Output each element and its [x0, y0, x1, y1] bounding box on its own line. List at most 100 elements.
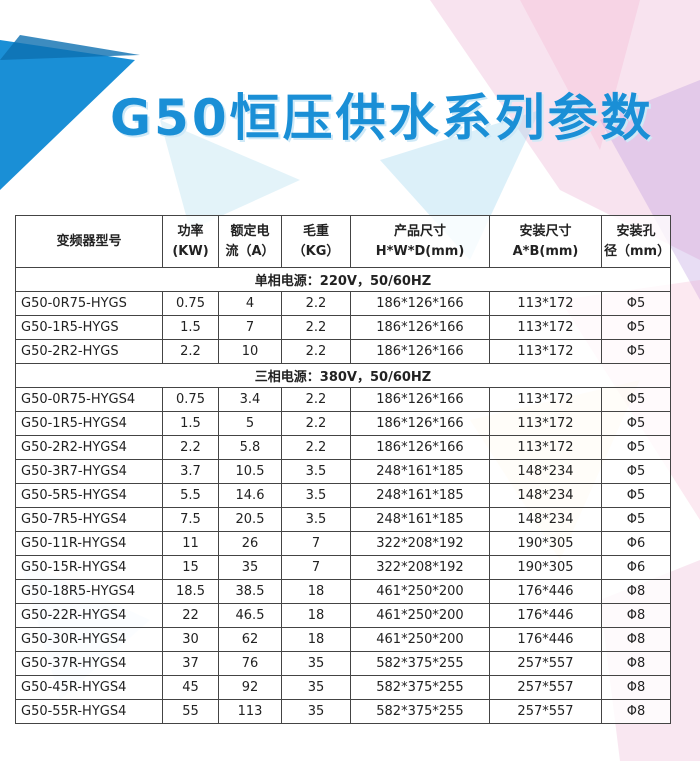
data-cell: 37: [162, 651, 219, 676]
data-cell: 2.2: [162, 339, 219, 364]
model-cell: G50-2R2-HYGS: [15, 339, 163, 364]
decor: [430, 0, 700, 260]
data-cell: 2.2: [281, 387, 351, 412]
data-cell: 186*126*166: [350, 339, 490, 364]
data-cell: 186*126*166: [350, 291, 490, 316]
data-cell: 113*172: [489, 411, 602, 436]
data-cell: 176*446: [489, 579, 602, 604]
data-cell: Φ5: [601, 315, 671, 340]
data-cell: 1.5: [162, 411, 219, 436]
section-title: 单相电源：220V，50/60HZ: [15, 267, 671, 292]
data-row: G50-5R5-HYGS4 5.5 14.6 3.5 248*161*185 148*23…: [15, 483, 671, 508]
header-cell: 毛重 （KG）: [281, 215, 351, 268]
data-cell: 15: [162, 555, 219, 580]
data-cell: 322*208*192: [350, 555, 490, 580]
data-row: G50-18R5-HYGS4 18.5 38.5 18 461*250*200 176*4…: [15, 579, 671, 604]
data-cell: 4: [218, 291, 282, 316]
spec-table: 变频器型号 功率 (KW) 额定电 流（A） 毛重 （KG） 产品尺寸 H*W*D(mm) 安装尺…: [15, 215, 671, 724]
data-cell: 322*208*192: [350, 531, 490, 556]
data-cell: 22: [162, 603, 219, 628]
header-text: （KG）: [292, 243, 340, 259]
data-cell: Φ8: [601, 699, 671, 724]
data-row: G50-30R-HYGS4 30 62 18 461*250*200 176*446 Φ8: [15, 627, 671, 652]
data-cell: 3.5: [281, 507, 351, 532]
data-cell: 7: [281, 555, 351, 580]
header-text: H*W*D(mm): [375, 243, 465, 259]
data-cell: Φ5: [601, 387, 671, 412]
data-cell: 2.2: [281, 339, 351, 364]
data-cell: 113: [218, 699, 282, 724]
data-cell: 35: [281, 675, 351, 700]
data-cell: 186*126*166: [350, 411, 490, 436]
model-cell: G50-0R75-HYGS: [15, 291, 163, 316]
data-row: G50-2R2-HYGS 2.2 10 2.2 186*126*166 113*172 Φ5: [15, 339, 671, 364]
data-cell: Φ5: [601, 291, 671, 316]
data-cell: 3.5: [281, 483, 351, 508]
data-cell: 176*446: [489, 603, 602, 628]
data-cell: 18: [281, 579, 351, 604]
data-cell: 35: [218, 555, 282, 580]
model-cell: G50-1R5-HYGS: [15, 315, 163, 340]
data-cell: 14.6: [218, 483, 282, 508]
data-cell: 35: [281, 699, 351, 724]
model-cell: G50-30R-HYGS4: [15, 627, 163, 652]
model-cell: G50-45R-HYGS4: [15, 675, 163, 700]
data-cell: 461*250*200: [350, 603, 490, 628]
data-row: G50-55R-HYGS4 55 113 35 582*375*255 257*557 Φ8: [15, 699, 671, 724]
header-cell: 功率 (KW): [162, 215, 219, 268]
data-cell: 257*557: [489, 699, 602, 724]
data-cell: 38.5: [218, 579, 282, 604]
decor: [520, 0, 640, 150]
data-cell: 3.4: [218, 387, 282, 412]
model-cell: G50-7R5-HYGS4: [15, 507, 163, 532]
section-row: 单相电源：220V，50/60HZ: [15, 267, 671, 292]
data-row: G50-7R5-HYGS4 7.5 20.5 3.5 248*161*185 148*23…: [15, 507, 671, 532]
data-cell: 46.5: [218, 603, 282, 628]
data-cell: 582*375*255: [350, 675, 490, 700]
data-row: G50-45R-HYGS4 45 92 35 582*375*255 257*557 Φ8: [15, 675, 671, 700]
data-cell: Φ5: [601, 339, 671, 364]
data-cell: 148*234: [489, 459, 602, 484]
header-text: 产品尺寸: [393, 223, 446, 239]
data-cell: 0.75: [162, 291, 219, 316]
data-row: G50-2R2-HYGS4 2.2 5.8 2.2 186*126*166 113*172…: [15, 435, 671, 460]
data-cell: 248*161*185: [350, 483, 490, 508]
data-row: G50-37R-HYGS4 37 76 35 582*375*255 257*557 Φ8: [15, 651, 671, 676]
data-cell: 248*161*185: [350, 507, 490, 532]
header-text: 径（mm）: [604, 243, 671, 259]
data-cell: 18: [281, 627, 351, 652]
data-cell: 7: [218, 315, 282, 340]
data-cell: 2.2: [281, 315, 351, 340]
data-row: G50-0R75-HYGS4 0.75 3.4 2.2 186*126*166 113*1…: [15, 387, 671, 412]
data-cell: Φ5: [601, 483, 671, 508]
data-cell: 2.2: [162, 435, 219, 460]
blue-shape: [0, 40, 135, 190]
data-cell: 113*172: [489, 435, 602, 460]
header-text: A*B(mm): [512, 243, 579, 259]
data-cell: 45: [162, 675, 219, 700]
data-cell: 10.5: [218, 459, 282, 484]
header-text: 安装尺寸: [519, 223, 572, 239]
model-cell: G50-37R-HYGS4: [15, 651, 163, 676]
header-text: 流（A）: [225, 243, 275, 259]
data-cell: 26: [218, 531, 282, 556]
model-cell: G50-55R-HYGS4: [15, 699, 163, 724]
data-cell: 2.2: [281, 291, 351, 316]
data-cell: 0.75: [162, 387, 219, 412]
header-text: 额定电: [230, 223, 270, 239]
data-cell: 248*161*185: [350, 459, 490, 484]
data-cell: 3.5: [281, 459, 351, 484]
data-row: G50-0R75-HYGS 0.75 4 2.2 186*126*166 113*172 Φ…: [15, 291, 671, 316]
data-cell: 7.5: [162, 507, 219, 532]
model-cell: G50-3R7-HYGS4: [15, 459, 163, 484]
header-text: 安装孔: [616, 223, 656, 239]
data-cell: 3.7: [162, 459, 219, 484]
header-text: (KW): [172, 243, 209, 259]
data-cell: 257*557: [489, 651, 602, 676]
decor: [380, 110, 540, 260]
model-cell: G50-0R75-HYGS4: [15, 387, 163, 412]
data-cell: 582*375*255: [350, 699, 490, 724]
data-cell: Φ8: [601, 603, 671, 628]
data-cell: 5.5: [162, 483, 219, 508]
data-cell: 7: [281, 531, 351, 556]
